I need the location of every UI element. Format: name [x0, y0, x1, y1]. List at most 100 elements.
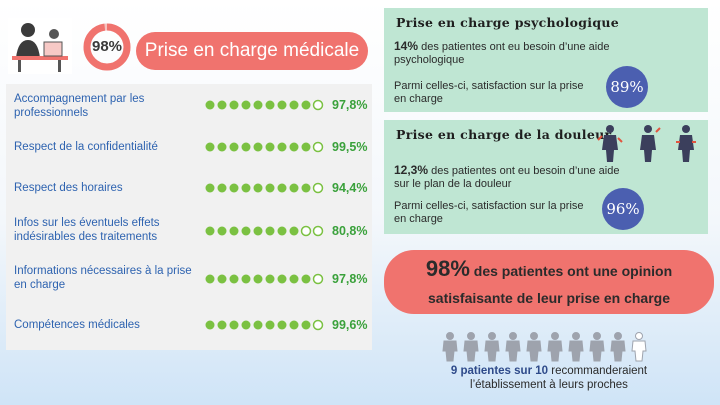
psychological-title: Prise en charge psychologique	[396, 15, 620, 30]
medical-criteria-panel: Accompagnement par les professionnels 97…	[6, 84, 372, 350]
rating-dot	[265, 183, 275, 193]
psychological-satisfaction-badge: 89%	[606, 66, 648, 108]
person-icon	[526, 332, 542, 362]
rating-dot	[277, 226, 287, 236]
person-icon	[463, 332, 479, 362]
patients-people-icon	[442, 332, 647, 362]
rating-dot	[241, 142, 251, 152]
criterion-label: Compétences médicales	[14, 319, 140, 331]
criterion-dots-icon	[205, 273, 324, 285]
rating-dot	[277, 183, 287, 193]
person-icon	[484, 332, 500, 362]
rating-dot	[205, 100, 215, 110]
psychological-need-text: des patientes ont eu besoin d’une aide p…	[394, 41, 610, 66]
rating-dot	[277, 142, 287, 152]
rating-dot	[312, 99, 324, 111]
rating-dot	[217, 142, 227, 152]
criterion-label: Infos sur les éventuels effets indésirab…	[14, 217, 160, 243]
rating-dot	[241, 100, 251, 110]
pain-need: 12,3% des patientes ont eu besoin d’une …	[394, 164, 624, 191]
rating-dot	[253, 100, 263, 110]
rating-dot	[289, 226, 299, 236]
rating-dot	[265, 142, 275, 152]
rating-dot	[265, 100, 275, 110]
rating-dot	[205, 183, 215, 193]
criterion-dots-icon	[205, 225, 324, 237]
pain-satisfaction-badge: 96%	[602, 188, 644, 230]
pain-need-text: des patientes ont eu besoin d’une aide s…	[394, 165, 620, 190]
rating-dot	[229, 274, 239, 284]
recommendation-text2: l’établissement à leurs proches	[470, 379, 628, 391]
psychological-satisfaction-text: Parmi celles-ci, satisfaction sur la pri…	[394, 80, 584, 105]
medical-ring-value: 98%	[91, 38, 123, 55]
criterion-value: 97,8%	[332, 272, 368, 286]
criterion-label: Informations nécessaires à la prise en c…	[14, 265, 192, 291]
rating-dot	[217, 183, 227, 193]
rating-dot	[277, 100, 287, 110]
criterion-dots-icon	[205, 141, 324, 153]
rating-dot	[241, 183, 251, 193]
criterion-label: Respect de la confidentialité	[14, 141, 158, 153]
recommendation-text: 9 patientes sur 10 recommanderaient l’ét…	[384, 364, 714, 392]
rating-dot	[312, 273, 324, 285]
criterion-label: Respect des horaires	[14, 182, 123, 194]
psychological-card: Prise en charge psychologique 14% des pa…	[384, 8, 708, 112]
rating-dot	[265, 274, 275, 284]
pain-need-value: 12,3%	[394, 163, 429, 177]
criterion-dots-icon	[205, 319, 324, 331]
rating-dot	[289, 274, 299, 284]
rating-dot	[301, 142, 311, 152]
rating-dot	[205, 274, 215, 284]
rating-dot	[312, 319, 324, 331]
rating-dot	[229, 320, 239, 330]
pain-figures-icon	[597, 125, 696, 162]
rating-dot	[229, 100, 239, 110]
psychological-need: 14% des patientes ont eu besoin d’une ai…	[394, 40, 624, 67]
rating-dot	[217, 100, 227, 110]
rating-dot	[253, 183, 263, 193]
criterion-value: 80,8%	[332, 224, 368, 238]
doctor-illustration-icon	[8, 18, 72, 74]
rating-dot	[241, 320, 251, 330]
rating-dot	[253, 142, 263, 152]
rating-dot	[301, 320, 311, 330]
rating-dot	[301, 100, 311, 110]
person-icon	[610, 332, 626, 362]
overall-value: 98%	[425, 256, 470, 281]
overall-line1: des patientes ont une opinion	[473, 263, 673, 279]
criterion-value: 94,4%	[332, 181, 368, 195]
person-icon	[568, 332, 584, 362]
rating-dot	[229, 142, 239, 152]
criterion-value: 99,5%	[332, 140, 368, 154]
rating-dot	[265, 320, 275, 330]
rating-dot	[277, 320, 287, 330]
rating-dot	[312, 182, 324, 194]
rating-dot	[253, 320, 263, 330]
recommendation-count: 9 patientes sur 10	[450, 365, 549, 377]
person-icon	[547, 332, 563, 362]
rating-dot	[265, 226, 275, 236]
pain-title: Prise en charge de la douleur	[396, 127, 612, 142]
rating-dot	[253, 226, 263, 236]
person-icon	[505, 332, 521, 362]
rating-dot	[312, 225, 324, 237]
psychological-need-value: 14%	[394, 39, 419, 53]
rating-dot	[205, 226, 215, 236]
rating-dot	[289, 320, 299, 330]
rating-dot	[241, 226, 251, 236]
rating-dot	[312, 141, 324, 153]
medical-ring-chart	[83, 23, 131, 71]
rating-dot	[253, 274, 263, 284]
rating-dot	[301, 274, 311, 284]
rating-dot	[217, 274, 227, 284]
rating-dot	[205, 320, 215, 330]
rating-dot	[301, 183, 311, 193]
person-icon	[631, 332, 647, 362]
pain-satisfaction-text: Parmi celles-ci, satisfaction sur la pri…	[394, 200, 584, 225]
medical-title: Prise en charge médicale	[136, 32, 368, 70]
recommendation-text1: recommanderaient	[551, 365, 648, 377]
person-icon	[589, 332, 605, 362]
rating-dot	[229, 226, 239, 236]
pain-card: Prise en charge de la douleur 12,3% des …	[384, 120, 708, 234]
rating-dot	[217, 226, 227, 236]
